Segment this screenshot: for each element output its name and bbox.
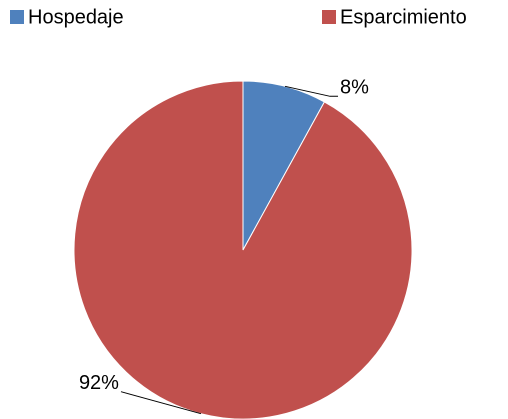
leader-line [284, 85, 339, 97]
data-label: 8% [340, 77, 369, 99]
legend-label: Esparcimiento [340, 6, 467, 28]
data-label: 92% [79, 372, 119, 394]
legend-swatch [10, 10, 24, 24]
leader-line [120, 391, 202, 415]
pie-slice [73, 80, 413, 419]
legend-swatch [322, 10, 336, 24]
legend-label: Hospedaje [28, 6, 124, 28]
